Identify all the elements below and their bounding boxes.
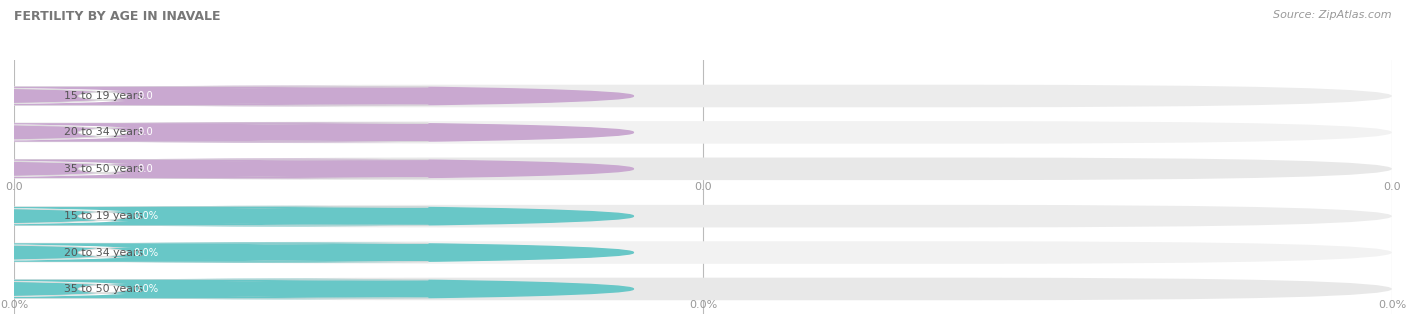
FancyBboxPatch shape (0, 207, 429, 225)
FancyBboxPatch shape (14, 158, 1392, 180)
FancyBboxPatch shape (14, 205, 1392, 227)
Text: 20 to 34 years: 20 to 34 years (63, 127, 143, 137)
Text: 0.0: 0.0 (138, 127, 153, 137)
Text: 0.0: 0.0 (138, 164, 153, 174)
Circle shape (0, 243, 634, 262)
Text: 0.0: 0.0 (1384, 182, 1400, 192)
FancyBboxPatch shape (0, 123, 429, 142)
Text: 15 to 19 years: 15 to 19 years (63, 91, 143, 101)
FancyBboxPatch shape (0, 207, 478, 225)
Text: 0.0: 0.0 (695, 182, 711, 192)
Text: 15 to 19 years: 15 to 19 years (63, 211, 143, 221)
FancyBboxPatch shape (14, 121, 1392, 144)
Text: 35 to 50 years: 35 to 50 years (63, 284, 143, 294)
FancyBboxPatch shape (0, 243, 478, 262)
Text: 0.0%: 0.0% (134, 211, 159, 221)
FancyBboxPatch shape (0, 280, 478, 298)
FancyBboxPatch shape (0, 243, 429, 262)
FancyBboxPatch shape (14, 85, 1392, 107)
Circle shape (0, 279, 634, 299)
Text: 0.0: 0.0 (138, 91, 153, 101)
Text: 0.0%: 0.0% (689, 300, 717, 310)
FancyBboxPatch shape (14, 278, 1392, 300)
Text: Source: ZipAtlas.com: Source: ZipAtlas.com (1274, 10, 1392, 20)
Circle shape (0, 207, 634, 226)
FancyBboxPatch shape (0, 160, 478, 178)
FancyBboxPatch shape (0, 160, 429, 178)
FancyBboxPatch shape (14, 241, 1392, 264)
FancyBboxPatch shape (0, 87, 478, 105)
Text: 0.0%: 0.0% (134, 284, 159, 294)
Text: 0.0: 0.0 (6, 182, 22, 192)
Text: 0.0%: 0.0% (134, 248, 159, 258)
Circle shape (0, 159, 634, 178)
Circle shape (0, 123, 634, 142)
Text: 0.0%: 0.0% (0, 300, 28, 310)
Text: 35 to 50 years: 35 to 50 years (63, 164, 143, 174)
Text: 20 to 34 years: 20 to 34 years (63, 248, 143, 258)
Text: 0.0%: 0.0% (1378, 300, 1406, 310)
Circle shape (0, 86, 634, 106)
Text: FERTILITY BY AGE IN INAVALE: FERTILITY BY AGE IN INAVALE (14, 10, 221, 23)
FancyBboxPatch shape (0, 87, 429, 105)
FancyBboxPatch shape (0, 280, 429, 298)
FancyBboxPatch shape (0, 123, 478, 142)
